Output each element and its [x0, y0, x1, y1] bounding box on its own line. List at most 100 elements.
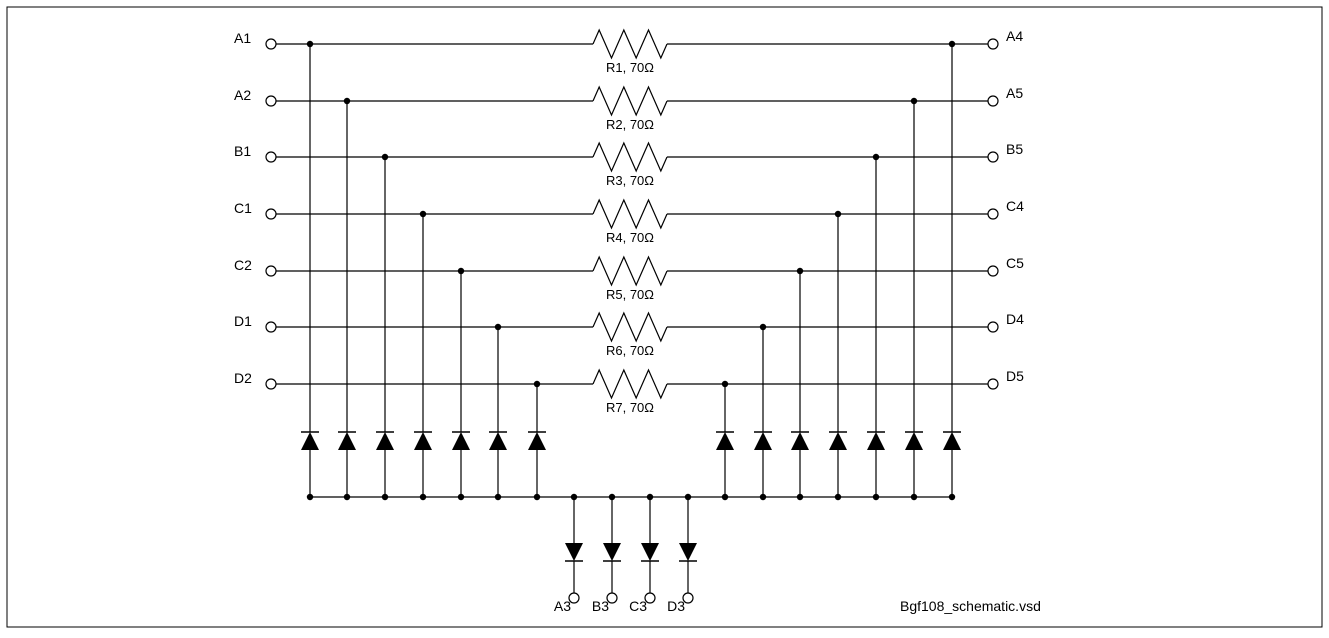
diode-left-3: [376, 431, 394, 450]
junctions: [306, 40, 956, 501]
diodes: [301, 431, 961, 562]
terminal-left-A2: [265, 95, 277, 107]
junction-bus: [570, 493, 578, 501]
junction-bus: [306, 493, 314, 501]
diode-right-4: [829, 431, 847, 450]
pin-label-bottom: A3: [554, 598, 571, 614]
diagram-frame: [6, 6, 1323, 628]
pin-label-left: A2: [234, 87, 251, 103]
resistor-6: [592, 311, 668, 343]
terminal-bottom-D3: [682, 592, 694, 604]
terminal-bottom-B3: [606, 592, 618, 604]
file-name-label: Bgf108_schematic.vsd: [900, 598, 1041, 614]
pin-label-bottom: B3: [592, 598, 609, 614]
labels: A1 A4 R1, 70Ω A2 A5 R2, 70Ω B1 B5 R3, 70Ω C1 C4 R4,…: [234, 28, 1024, 614]
terminal-left-C2: [265, 265, 277, 277]
junction-right-tap: [796, 267, 804, 275]
pin-label-left: C1: [234, 200, 252, 216]
diode-right-6: [754, 431, 772, 450]
junction-bus: [684, 493, 692, 501]
resistor-4: [592, 198, 668, 230]
terminal-right-C4: [987, 208, 999, 220]
junction-left-tap: [343, 97, 351, 105]
pin-label-left: C2: [234, 257, 252, 273]
junction-right-tap: [872, 153, 880, 161]
terminal-left-B1: [265, 151, 277, 163]
terminal-right-B5: [987, 151, 999, 163]
pin-label-left: D2: [234, 370, 252, 386]
pin-label-right: B5: [1006, 141, 1023, 157]
diode-bottom-3: [641, 543, 659, 562]
pin-label-left: B1: [234, 143, 251, 159]
junction-right-tap: [910, 97, 918, 105]
terminal-left-C1: [265, 208, 277, 220]
junction-bus: [343, 493, 351, 501]
resistor-5: [592, 255, 668, 287]
resistor-label: R6, 70Ω: [606, 343, 654, 358]
wires: [276, 43, 988, 593]
resistor-label: R4, 70Ω: [606, 230, 654, 245]
terminal-bottom-C3: [644, 592, 656, 604]
resistor-label: R2, 70Ω: [606, 117, 654, 132]
resistor-label: R5, 70Ω: [606, 287, 654, 302]
resistor-3: [592, 141, 668, 173]
terminal-right-A4: [987, 38, 999, 50]
diode-right-3: [867, 431, 885, 450]
junction-left-tap: [457, 267, 465, 275]
pin-label-bottom: C3: [629, 598, 647, 614]
junction-bus: [533, 493, 541, 501]
diode-left-7: [528, 431, 546, 450]
junction-bus: [381, 493, 389, 501]
terminal-right-C5: [987, 265, 999, 277]
pin-label-right: D4: [1006, 311, 1024, 327]
junction-bus: [872, 493, 880, 501]
resistor-7: [592, 368, 668, 400]
junction-right-tap: [759, 323, 767, 331]
terminal-right-A5: [987, 95, 999, 107]
pin-label-left: A1: [234, 30, 251, 46]
junction-bus: [646, 493, 654, 501]
terminals: [265, 38, 999, 604]
junction-bus: [948, 493, 956, 501]
junction-bus: [759, 493, 767, 501]
junction-bus: [721, 493, 729, 501]
pin-label-left: D1: [234, 313, 252, 329]
diode-left-2: [338, 431, 356, 450]
diode-right-5: [791, 431, 809, 450]
pin-label-right: A4: [1006, 28, 1023, 44]
terminal-right-D4: [987, 321, 999, 333]
pin-label-right: C5: [1006, 255, 1024, 271]
junction-bus: [457, 493, 465, 501]
junction-bus: [834, 493, 842, 501]
diode-left-5: [452, 431, 470, 450]
junction-left-tap: [533, 380, 541, 388]
diode-bottom-1: [565, 543, 583, 562]
diode-left-4: [414, 431, 432, 450]
junction-bus: [608, 493, 616, 501]
diode-right-1: [943, 431, 961, 450]
junction-bus: [796, 493, 804, 501]
resistor-label: R7, 70Ω: [606, 400, 654, 415]
junction-bus: [910, 493, 918, 501]
terminal-left-D1: [265, 321, 277, 333]
resistor-1: [592, 28, 668, 60]
diode-left-1: [301, 431, 319, 450]
resistor-label: R3, 70Ω: [606, 173, 654, 188]
junction-right-tap: [834, 210, 842, 218]
diode-left-6: [489, 431, 507, 450]
junction-left-tap: [494, 323, 502, 331]
junction-left-tap: [381, 153, 389, 161]
junction-right-tap: [948, 40, 956, 48]
terminal-right-D5: [987, 378, 999, 390]
junction-right-tap: [721, 380, 729, 388]
resistors: [592, 28, 668, 400]
diode-right-2: [905, 431, 923, 450]
terminal-bottom-A3: [568, 592, 580, 604]
diode-bottom-2: [603, 543, 621, 562]
resistor-2: [592, 85, 668, 117]
junction-left-tap: [306, 40, 314, 48]
pin-label-bottom: D3: [667, 598, 685, 614]
terminal-left-D2: [265, 378, 277, 390]
terminal-left-A1: [265, 38, 277, 50]
